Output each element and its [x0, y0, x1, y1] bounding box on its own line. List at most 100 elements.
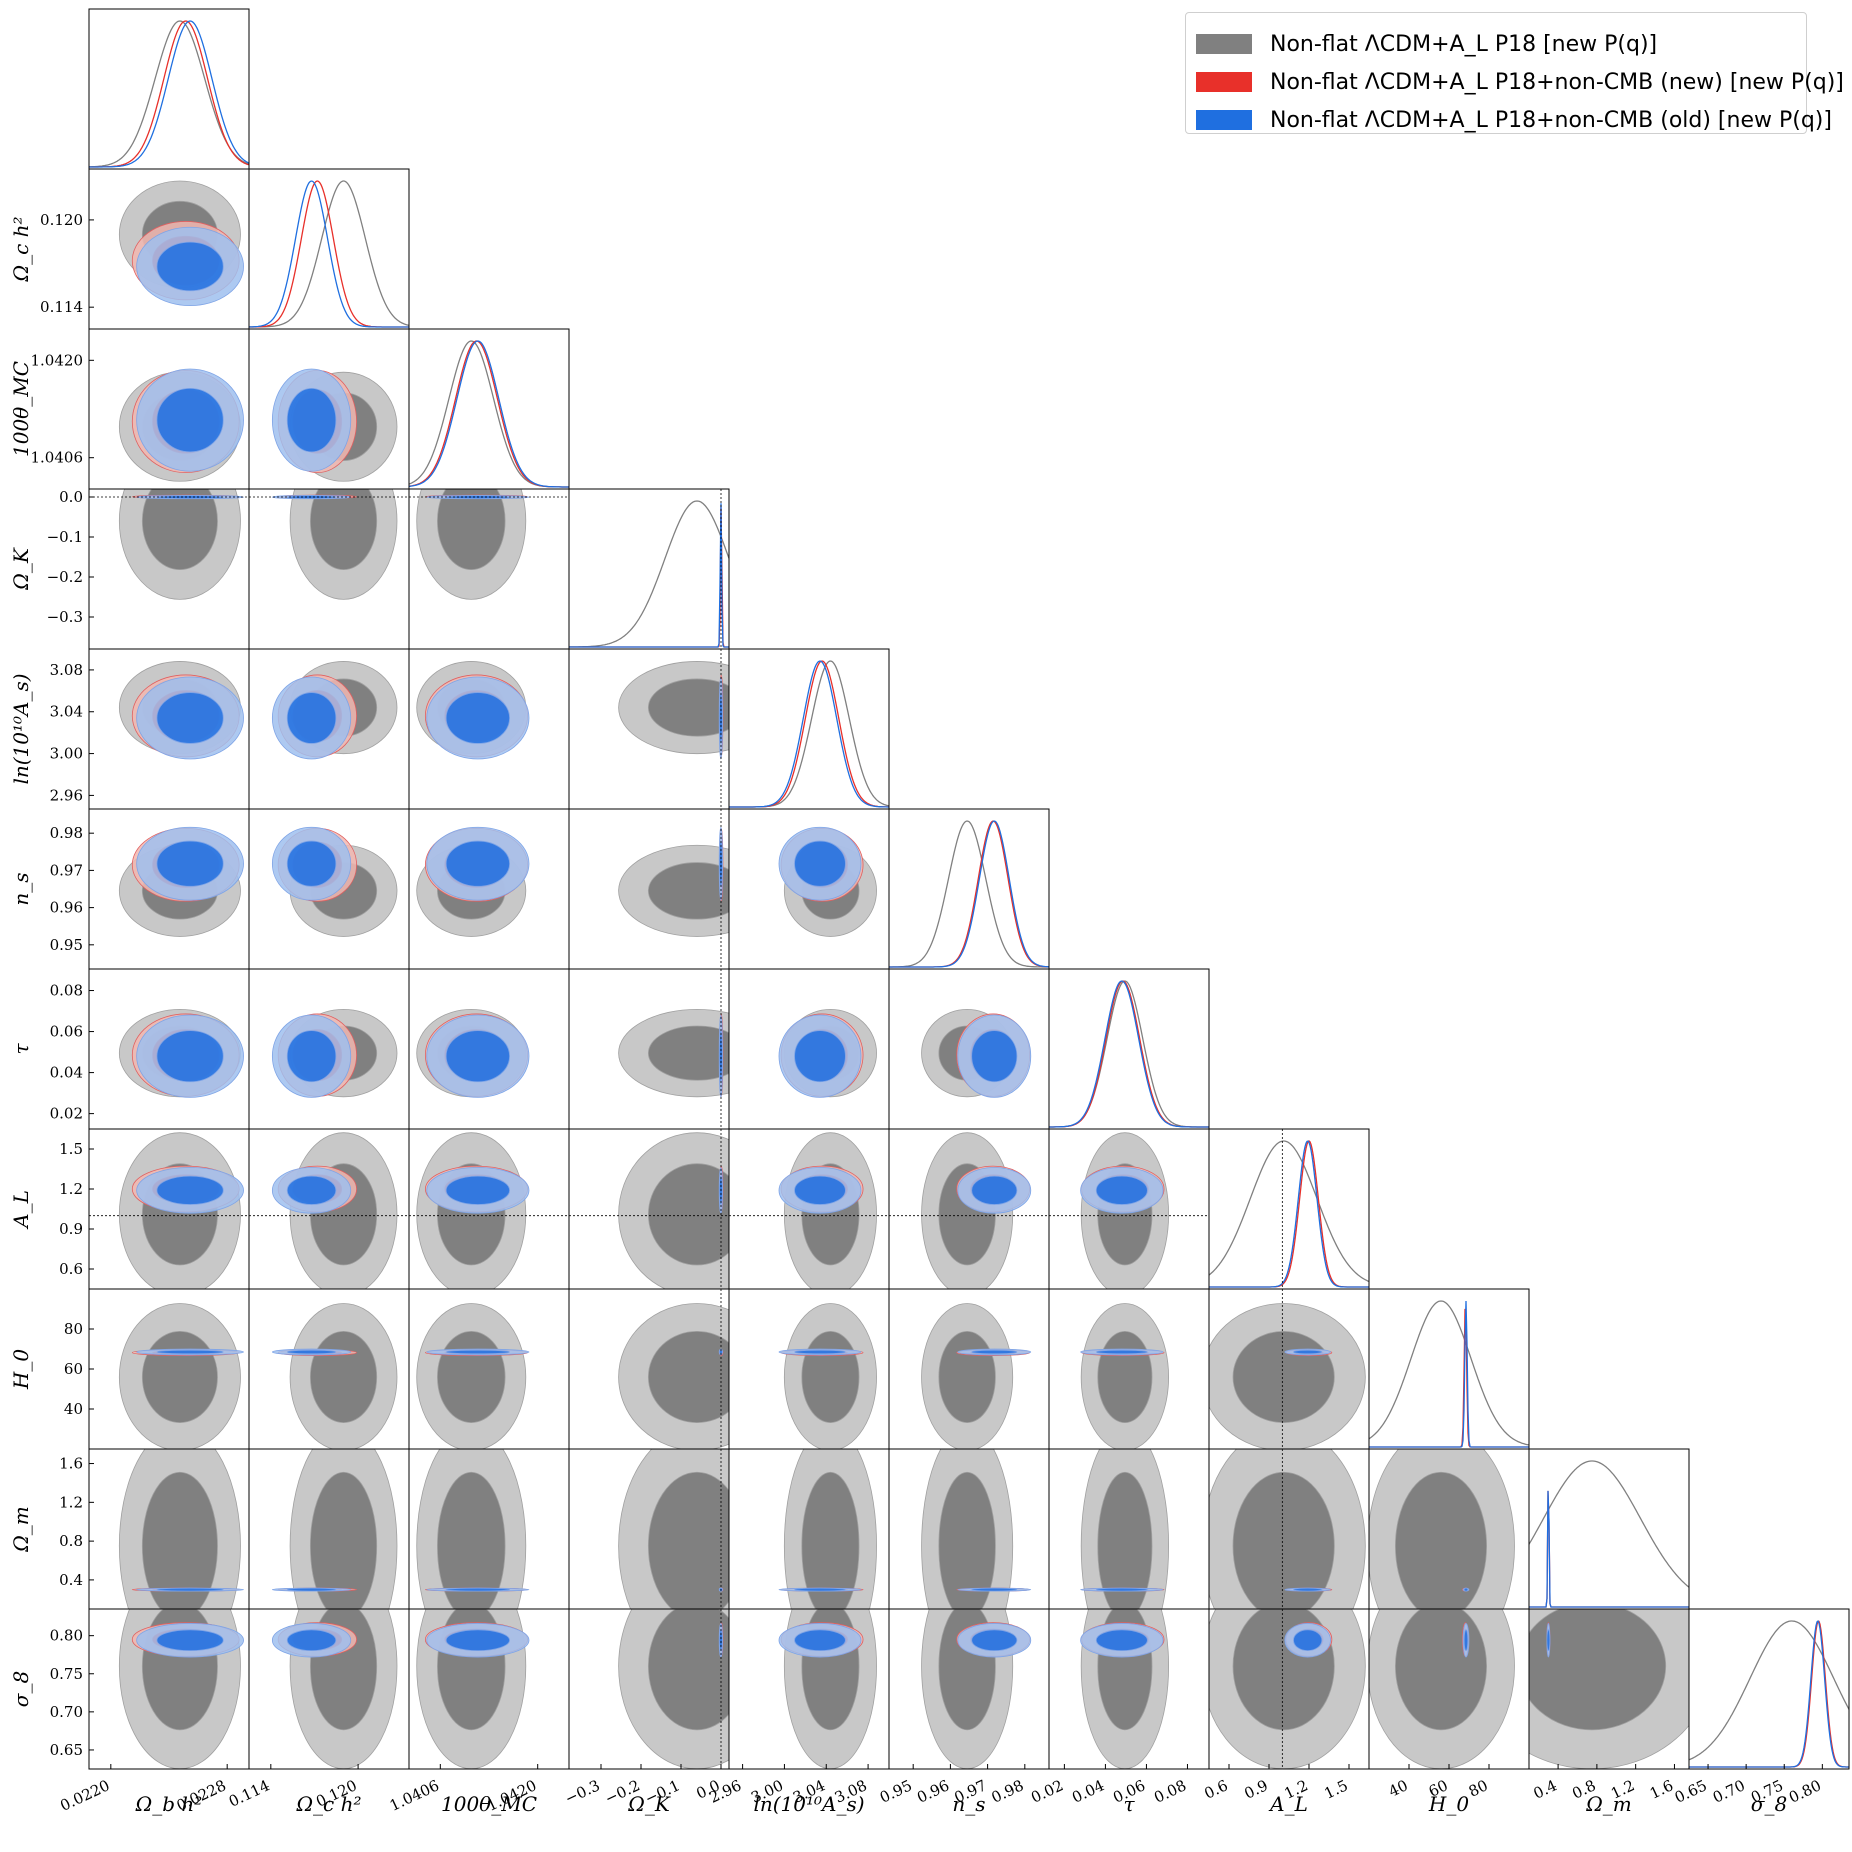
contour-68-0	[938, 1471, 996, 1609]
marginal-curve-0	[1049, 980, 1209, 1128]
contour-68-2	[286, 1030, 337, 1083]
x-tick-label: 1.0406	[387, 1776, 442, 1815]
contour-68-2	[971, 1587, 1018, 1592]
marginal-H0	[1369, 1300, 1529, 1448]
marginal-curve-2	[1369, 1300, 1529, 1448]
panel-obh2-theta	[118, 368, 244, 482]
contour-68-0	[801, 1609, 860, 1731]
marginal-curve-2	[889, 820, 1049, 968]
cell-frame-5-5	[888, 808, 1050, 970]
y-axis-label-AL: A_L	[9, 1190, 33, 1230]
marginal-curve-0	[89, 20, 249, 168]
contour-68-0	[647, 678, 729, 737]
y-tick-label: 0.96	[50, 899, 83, 917]
panel-AL-s8	[1209, 1609, 1366, 1769]
x-axis-label-theta: 100θ_MC	[441, 1792, 537, 1816]
contour-68-2	[1293, 1629, 1323, 1652]
contour-68-2	[445, 692, 510, 744]
panel-och2-ns	[271, 826, 398, 937]
x-tick-label: 0.04	[1069, 1776, 1107, 1806]
y-tick-label: 3.08	[50, 661, 83, 679]
contour-68-0	[647, 1331, 729, 1423]
x-tick-label: 0.65	[1672, 1776, 1710, 1806]
panel-tau-AL	[1049, 1132, 1209, 1289]
panel-lnAs-tau	[778, 1008, 877, 1098]
legend-item-old: Non-flat ΛCDM+A_L P18+non-CMB (old) [new…	[1196, 105, 1832, 135]
contour-68-2	[156, 840, 224, 887]
marginal-och2	[249, 180, 409, 328]
x-axis-label-s8: σ_8	[1751, 1792, 1787, 1816]
contour-68-0	[437, 1471, 506, 1609]
x-axis-label-Om: Ω_m	[1585, 1792, 1632, 1816]
marginal-curve-0	[729, 660, 889, 808]
panel-lnAs-H0	[778, 1303, 877, 1449]
legend: Non-flat ΛCDM+A_L P18 [new P(q)] Non-fla…	[1185, 12, 1844, 134]
x-tick-label: 0.6	[1201, 1776, 1230, 1802]
y-tick-label: 0.4	[59, 1571, 83, 1589]
contour-68-2	[286, 388, 337, 453]
contour-68-0	[309, 1331, 378, 1424]
contour-68-2	[286, 1175, 337, 1205]
panel-theta-tau	[416, 1008, 530, 1098]
y-tick-label: 1.2	[59, 1180, 83, 1198]
panel-AL-H0	[1209, 1289, 1366, 1449]
panel-ns-AL	[889, 1132, 1049, 1289]
y-tick-label: 0.04	[50, 1064, 83, 1082]
contour-68-2	[286, 840, 337, 887]
panel-och2-Om	[271, 1449, 398, 1609]
contour-68-2	[971, 1349, 1018, 1355]
panel-theta-s8	[416, 1609, 530, 1769]
x-axis-label-tau: τ	[1123, 1792, 1135, 1816]
cell-frame-10-10	[1688, 1608, 1850, 1770]
contour-68-2	[156, 1587, 224, 1592]
contour-68-2	[156, 1349, 224, 1355]
contour-68-2	[156, 1175, 224, 1205]
contour-68-0	[647, 1471, 729, 1609]
marginal-curve-1	[1529, 1490, 1689, 1608]
x-tick-label: 0.9	[1241, 1776, 1270, 1802]
panel-obh2-omk	[89, 489, 249, 600]
panel-theta-Om	[416, 1449, 530, 1609]
contour-68-2	[794, 1175, 846, 1205]
contour-68-2	[971, 1629, 1018, 1652]
contour-68-0	[1097, 1331, 1153, 1424]
contour-68-2	[445, 840, 510, 887]
contour-68-0	[938, 1609, 996, 1731]
contour-68-2	[445, 1629, 510, 1652]
y-axis-label-ns: n_s	[9, 872, 33, 905]
x-tick-label: 40	[1386, 1776, 1411, 1800]
panel-theta-AL	[409, 1132, 569, 1289]
y-tick-label: 0.75	[50, 1665, 83, 1683]
contour-68-2	[1095, 1629, 1148, 1652]
y-tick-label: 1.5	[59, 1140, 83, 1158]
marginal-curve-1	[89, 20, 249, 168]
x-axis-label-H0: H_0	[1428, 1792, 1469, 1816]
marginal-curve-0	[1369, 1300, 1529, 1446]
contour-68-2	[445, 1175, 510, 1205]
legend-label-new: Non-flat ΛCDM+A_L P18+non-CMB (new) [new…	[1270, 69, 1844, 95]
y-axis-label-s8: σ_8	[9, 1671, 33, 1707]
contour-68-2	[794, 1629, 846, 1652]
x-axis-label-ns: n_s	[952, 1792, 985, 1816]
marginal-theta	[409, 340, 569, 488]
marginal-tau	[1049, 980, 1209, 1128]
contour-68-2	[1293, 1349, 1323, 1355]
y-tick-label: 0.06	[50, 1023, 83, 1041]
x-tick-label: 0.96	[914, 1776, 952, 1806]
cell-frame-2-2	[408, 328, 570, 490]
contour-68-2	[286, 1587, 337, 1592]
contour-68-2	[156, 692, 224, 744]
y-tick-label: 0.8	[59, 1532, 83, 1550]
panel-omk-ns	[618, 809, 729, 969]
panel-tau-H0	[1080, 1303, 1170, 1449]
panel-theta-ns	[416, 826, 530, 937]
panel-theta-lnAs	[416, 661, 530, 760]
x-tick-label: 0.114	[226, 1776, 273, 1810]
marginal-curve-2	[409, 340, 569, 488]
y-tick-label: 1.6	[59, 1455, 83, 1473]
x-tick-label: 0.80	[1786, 1776, 1824, 1806]
panel-obh2-tau	[118, 1008, 244, 1098]
contour-68-2	[718, 1629, 723, 1652]
x-tick-label: 0.95	[877, 1776, 915, 1806]
x-tick-label: 0.70	[1710, 1776, 1748, 1806]
